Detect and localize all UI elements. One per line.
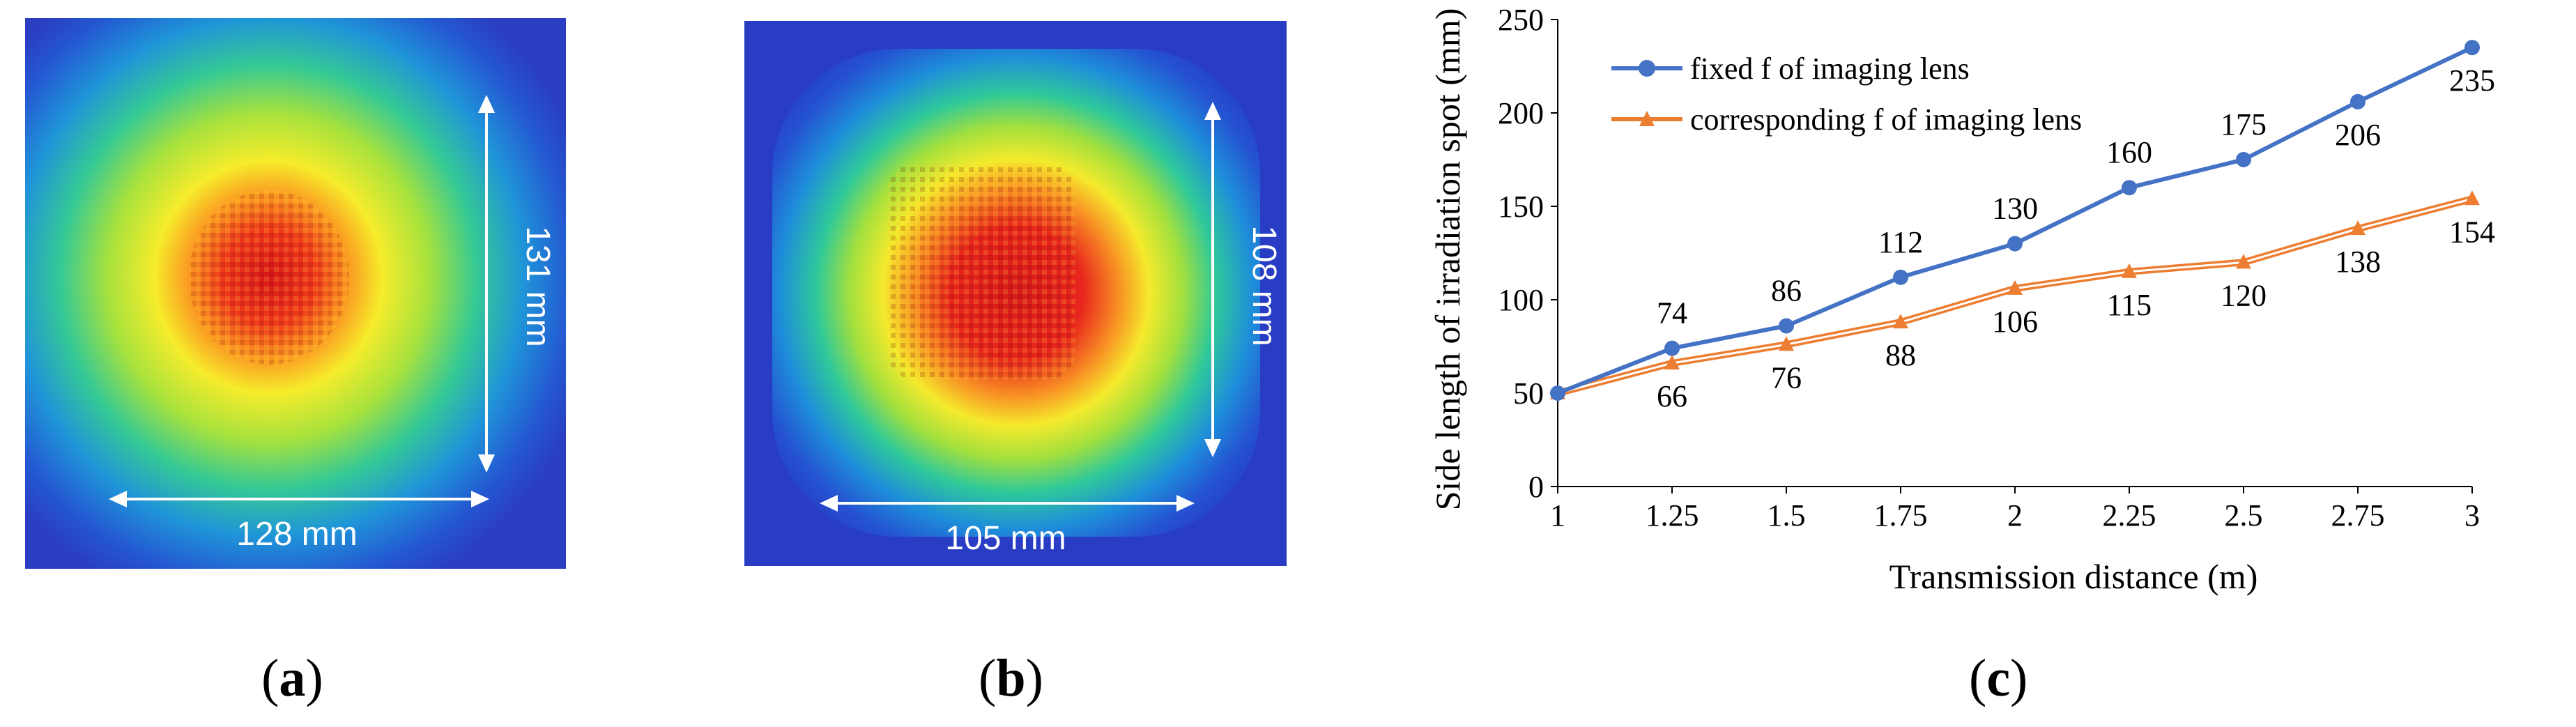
caption-b: (b): [979, 649, 1043, 707]
x-tick-label: 1.75: [1874, 498, 1928, 533]
chart-data-labels: 66 76 88 106 115 120 138 154 74 86 112 130 160 175 206…: [1657, 63, 2495, 413]
chart-series: [1550, 40, 2480, 401]
data-label-fixed: 86: [1771, 274, 1802, 308]
heatmap-b: 105 mm 108 mm: [744, 21, 1287, 566]
data-point-corresponding: [1779, 336, 1794, 351]
data-point-fixed: [1550, 385, 1565, 401]
y-tick-label: 0: [1528, 470, 1544, 504]
caption-c: (c): [1969, 649, 2028, 707]
line-chart-c: 0 50 100 150 200 250 1 1.25 1.5 1.75 2 2.25 2.5 2.75 3…: [1428, 3, 2495, 596]
data-label-corresponding: 76: [1771, 360, 1802, 395]
legend-marker-corresponding: [1639, 111, 1655, 126]
data-label-corresponding: 120: [2221, 278, 2267, 312]
data-point-corresponding: [2007, 280, 2023, 295]
beam-profile-a: 128 mm 131 mm: [25, 18, 566, 569]
data-label-fixed: 74: [1657, 296, 1687, 330]
data-label-corresponding: 154: [2449, 215, 2495, 249]
x-tick-label: 2.75: [2331, 498, 2385, 533]
legend-label-fixed: fixed f of imaging lens: [1690, 52, 1970, 86]
data-point-corresponding: [2350, 220, 2366, 236]
beam-profile-b: 105 mm 108 mm: [744, 21, 1287, 566]
x-tick-label: 2.25: [2103, 498, 2156, 533]
x-tick-label: 1: [1550, 498, 1565, 533]
y-tick-label: 150: [1498, 190, 1544, 224]
data-point-fixed: [1893, 269, 1908, 285]
height-label-b: 108 mm: [1245, 225, 1282, 346]
series-line-corresponding-outer: [1556, 195, 2474, 397]
x-tick-label: 1.5: [1768, 498, 1806, 533]
x-tick-label: 2.5: [2225, 498, 2263, 533]
data-label-fixed: 235: [2449, 63, 2495, 98]
height-label-a: 131 mm: [519, 226, 556, 346]
height-dimension-arrow-b: [1204, 102, 1221, 457]
data-label-fixed: 112: [1878, 225, 1923, 259]
data-point-fixed: [2122, 180, 2137, 196]
data-point-corresponding: [2464, 190, 2480, 206]
data-label-fixed: 206: [2335, 118, 2381, 152]
data-point-fixed: [1664, 340, 1680, 356]
chart-ticks: 0 50 100 150 200 250 1 1.25 1.5 1.75 2 2.25 2.5 2.75 3: [1498, 3, 2480, 533]
data-label-corresponding: 106: [1992, 305, 2038, 339]
legend-marker-fixed: [1639, 60, 1655, 77]
data-point-fixed: [2350, 93, 2366, 109]
x-axis-title: Transmission distance (m): [1889, 557, 2258, 596]
width-dimension-arrow-a: [109, 491, 489, 507]
width-dimension-arrow-b: [820, 495, 1195, 512]
heatmap-a: 128 mm 131 mm: [25, 18, 566, 569]
data-label-fixed: 130: [1992, 192, 2038, 226]
y-tick-label: 200: [1498, 96, 1544, 130]
data-label-corresponding: 88: [1885, 338, 1916, 372]
x-tick-label: 3: [2464, 498, 2480, 533]
data-label-corresponding: 138: [2335, 245, 2381, 279]
data-label-corresponding: 66: [1657, 379, 1687, 413]
height-dimension-arrow-a: [478, 95, 495, 473]
data-label-corresponding: 115: [2107, 288, 2152, 322]
y-axis-title: Side length of irradiation spot (mm): [1428, 8, 1467, 511]
data-point-corresponding: [1893, 314, 1908, 329]
data-point-corresponding: [1664, 355, 1680, 370]
data-point-fixed: [2236, 152, 2251, 167]
legend-label-corresponding: corresponding f of imaging lens: [1690, 102, 2082, 137]
data-label-fixed: 160: [2106, 135, 2152, 169]
x-tick-label: 2: [2007, 498, 2023, 533]
y-tick-label: 50: [1513, 376, 1544, 411]
y-tick-label: 250: [1498, 3, 1544, 37]
series-line-corresponding-inner: [1557, 197, 2473, 395]
width-label-b: 105 mm: [945, 520, 1066, 557]
x-tick-label: 1.25: [1646, 498, 1699, 533]
chart-legend: fixed f of imaging lens corresponding f …: [1611, 52, 2082, 137]
data-point-fixed: [2007, 236, 2023, 252]
data-point-corresponding: [2122, 263, 2137, 278]
data-point-fixed: [2464, 40, 2480, 56]
width-label-a: 128 mm: [236, 516, 357, 553]
data-point-corresponding: [2236, 254, 2251, 269]
data-label-fixed: 175: [2221, 107, 2267, 141]
data-point-fixed: [1779, 318, 1794, 334]
y-tick-label: 100: [1498, 283, 1544, 317]
caption-a: (a): [261, 649, 323, 707]
